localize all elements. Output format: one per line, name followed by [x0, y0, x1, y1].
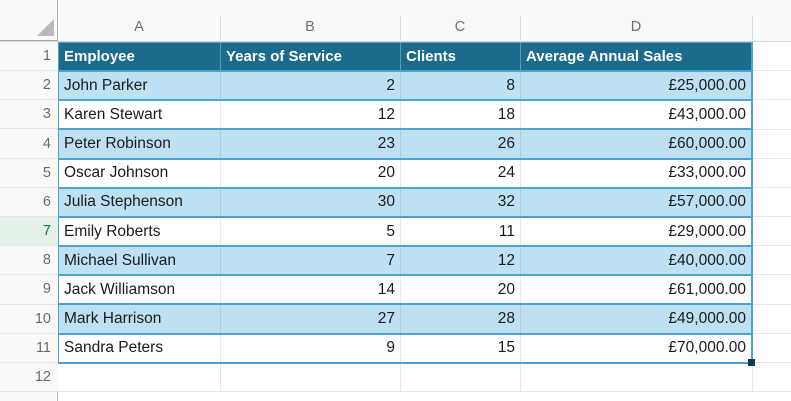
- data-table: Employee Years of Service Clients Average A…: [58, 42, 753, 364]
- select-all-corner[interactable]: [0, 0, 58, 41]
- cell-a3[interactable]: Karen Stewart: [59, 101, 221, 129]
- row-header-12[interactable]: 12: [0, 362, 58, 393]
- table-row: Jack Williamson 14 20 £61,000.00: [59, 276, 751, 306]
- cell-d7[interactable]: £29,000.00: [668, 222, 746, 240]
- cell-d4[interactable]: £60,000.00: [668, 135, 746, 153]
- row-header-8[interactable]: 8: [0, 246, 58, 276]
- table-header-row: Employee Years of Service Clients Average A…: [59, 43, 751, 73]
- cell-a2[interactable]: John Parker: [59, 72, 221, 100]
- cell-a9[interactable]: Jack Williamson: [59, 276, 221, 304]
- cell-d11[interactable]: £70,000.00: [668, 339, 746, 357]
- column-header-d[interactable]: D: [630, 19, 642, 35]
- column-divider: [752, 16, 753, 40]
- cell-b4[interactable]: 23: [221, 130, 401, 158]
- cell-a7[interactable]: Emily Roberts: [59, 217, 221, 246]
- row-header-9[interactable]: 9: [0, 275, 58, 305]
- cell-a10[interactable]: Mark Harrison: [59, 305, 221, 333]
- cell-c2[interactable]: 8: [401, 72, 521, 100]
- cell-a6[interactable]: Julia Stephenson: [59, 188, 221, 216]
- column-header-a[interactable]: A: [134, 19, 144, 35]
- row-header-1[interactable]: 1: [0, 42, 58, 72]
- cell-b2[interactable]: 2: [221, 72, 401, 100]
- header-cell-b1[interactable]: Years of Service: [221, 43, 401, 71]
- cell-d9[interactable]: £61,000.00: [668, 280, 746, 298]
- cell-a8[interactable]: Michael Sullivan: [59, 247, 221, 275]
- header-cell-c1[interactable]: Clients: [401, 43, 521, 71]
- header-cell-a1[interactable]: Employee: [59, 43, 221, 71]
- cell-a5[interactable]: Oscar Johnson: [59, 159, 221, 187]
- cell-c10[interactable]: 28: [401, 305, 521, 333]
- table-row: Emily Roberts 5 11 £29,000.00: [59, 217, 751, 248]
- cell-d6[interactable]: £57,000.00: [668, 193, 746, 211]
- cell-d5[interactable]: £33,000.00: [668, 164, 746, 182]
- table-row: Oscar Johnson 20 24 £33,000.00: [59, 159, 751, 189]
- row-header-2[interactable]: 2: [0, 71, 58, 101]
- row-header-6[interactable]: 6: [0, 187, 58, 217]
- column-divider: [400, 16, 401, 40]
- cell-c9[interactable]: 20: [401, 276, 521, 304]
- column-divider: [520, 16, 521, 40]
- table-row: Karen Stewart 12 18 £43,000.00: [59, 101, 751, 131]
- cell-b9[interactable]: 14: [221, 276, 401, 304]
- cell-b8[interactable]: 7: [221, 247, 401, 275]
- cell-b10[interactable]: 27: [221, 305, 401, 333]
- cell-b6[interactable]: 30: [221, 188, 401, 216]
- row-headers: 1 2 3 4 5 6 7 8 9 10 11 12: [0, 42, 60, 401]
- cell-c8[interactable]: 12: [401, 247, 521, 275]
- cell-d2[interactable]: £25,000.00: [668, 76, 746, 94]
- gridline: [58, 391, 791, 393]
- column-header-b[interactable]: B: [305, 19, 315, 35]
- row-header-11[interactable]: 11: [0, 333, 58, 363]
- cell-a4[interactable]: Peter Robinson: [59, 130, 221, 158]
- row-header-5[interactable]: 5: [0, 158, 58, 188]
- table-row: Sandra Peters 9 15 £70,000.00: [59, 334, 751, 364]
- cell-b7[interactable]: 5: [221, 217, 401, 246]
- fill-handle[interactable]: [748, 359, 755, 366]
- select-all-triangle-icon: [37, 19, 54, 36]
- row-header-7[interactable]: 7: [0, 217, 60, 247]
- table-row: John Parker 2 8 £25,000.00: [59, 72, 751, 102]
- cell-d8[interactable]: £40,000.00: [668, 251, 746, 269]
- row-header-4[interactable]: 4: [0, 129, 58, 159]
- cell-c4[interactable]: 26: [401, 130, 521, 158]
- header-cell-d1[interactable]: Average Annual Sales: [526, 48, 683, 66]
- cell-c3[interactable]: 18: [401, 101, 521, 129]
- cell-c6[interactable]: 32: [401, 188, 521, 216]
- column-header-c[interactable]: C: [454, 19, 466, 35]
- table-row: Peter Robinson 23 26 £60,000.00: [59, 130, 751, 160]
- table-row: Julia Stephenson 30 32 £57,000.00: [59, 188, 751, 218]
- cell-c7[interactable]: 11: [401, 217, 521, 246]
- cell-b11[interactable]: 9: [221, 334, 401, 362]
- row-header-10[interactable]: 10: [0, 304, 58, 334]
- cell-c11[interactable]: 15: [401, 334, 521, 362]
- cell-a11[interactable]: Sandra Peters: [59, 334, 221, 362]
- cell-b5[interactable]: 20: [221, 159, 401, 187]
- row-header-3[interactable]: 3: [0, 100, 58, 130]
- cell-b3[interactable]: 12: [221, 101, 401, 129]
- table-row: Mark Harrison 27 28 £49,000.00: [59, 305, 751, 335]
- column-headers-strip: A B C D: [0, 0, 791, 42]
- table-row: Michael Sullivan 7 12 £40,000.00: [59, 247, 751, 277]
- cell-d3[interactable]: £43,000.00: [668, 105, 746, 123]
- cell-c5[interactable]: 24: [401, 159, 521, 187]
- cell-d10[interactable]: £49,000.00: [668, 309, 746, 327]
- column-divider: [220, 16, 221, 40]
